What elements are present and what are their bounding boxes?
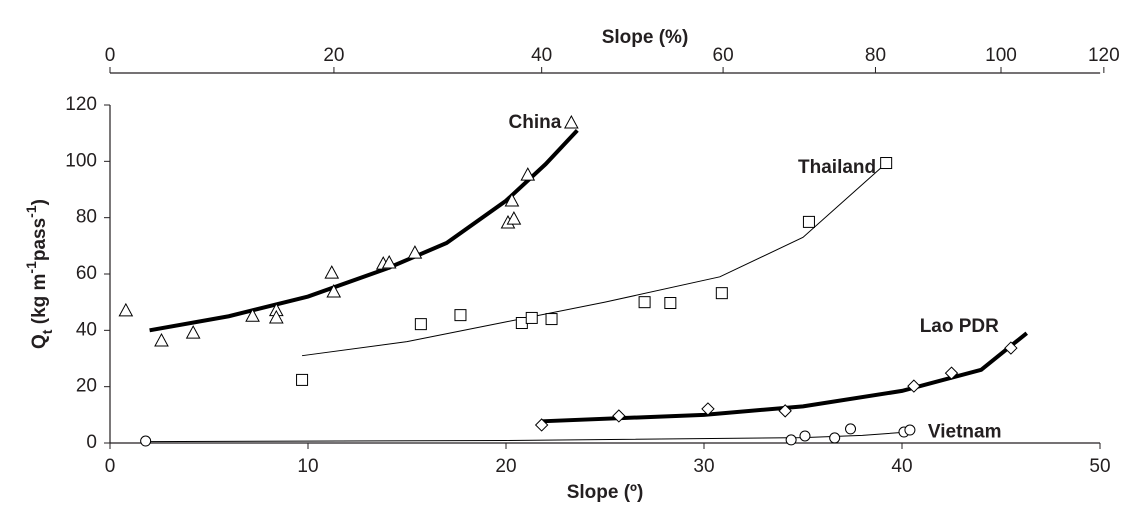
y-axis-label-part: (kg m — [29, 274, 50, 330]
data-point — [268, 309, 284, 324]
data-point — [802, 215, 815, 228]
data-point — [407, 245, 423, 259]
data-point — [545, 313, 558, 326]
fit-line — [301, 164, 885, 357]
data-point — [904, 424, 916, 436]
data-point — [944, 366, 959, 380]
x2-tick-label: 0 — [105, 45, 116, 66]
data-point — [414, 318, 427, 331]
x-axis-label: Slope (º) — [567, 482, 644, 503]
data-point — [1004, 341, 1018, 355]
y-axis-label-part: t — [39, 329, 55, 334]
x-tick-label: 0 — [105, 456, 116, 477]
data-point — [534, 418, 549, 432]
y-axis-label-part: -1 — [23, 261, 39, 274]
data-point — [525, 311, 538, 324]
series-label: Vietnam — [928, 422, 1002, 443]
y-axis-label: Qt (kg m-1pass-1) — [23, 199, 55, 349]
x2-tick-label: 120 — [1088, 45, 1120, 66]
y-axis-label-part: ) — [29, 199, 50, 205]
x2-tick-label: 40 — [531, 45, 552, 66]
data-point — [638, 296, 651, 309]
data-point — [785, 434, 797, 446]
data-point — [118, 302, 134, 317]
x-tick-label: 10 — [297, 456, 318, 477]
fit-line — [541, 331, 1028, 424]
data-point — [296, 373, 309, 386]
x-tick-label: 30 — [693, 456, 714, 477]
x-tick-label: 50 — [1089, 456, 1110, 477]
y-tick-label: 20 — [76, 376, 97, 397]
x2-tick-label: 80 — [865, 45, 886, 66]
data-point — [564, 114, 579, 129]
fit-line — [145, 431, 912, 443]
y-axis-label-part: -1 — [23, 205, 39, 218]
data-point — [504, 192, 520, 207]
data-point — [326, 283, 342, 298]
y-axis-label-part: pass — [29, 218, 50, 261]
x-tick-label: 20 — [495, 456, 516, 477]
data-point — [324, 265, 340, 279]
data-point — [612, 409, 626, 423]
x-tick-label: 40 — [891, 456, 912, 477]
data-point — [778, 404, 792, 418]
series-label: Lao PDR — [920, 316, 999, 337]
data-point — [515, 317, 528, 330]
x2-tick-label: 20 — [323, 45, 344, 66]
y-tick-label: 100 — [65, 150, 97, 171]
x2-axis-label: Slope (%) — [602, 27, 689, 48]
y-axis-label-part: Q — [29, 334, 50, 349]
y-tick-label: 120 — [65, 94, 97, 115]
data-point — [664, 297, 677, 310]
x2-tick-label: 60 — [713, 45, 734, 66]
y-tick-label: 0 — [86, 432, 97, 453]
data-point — [140, 435, 152, 447]
data-point — [701, 402, 715, 416]
data-point — [907, 379, 921, 393]
data-point — [185, 325, 201, 339]
y-tick-label: 40 — [76, 319, 97, 340]
data-point — [799, 430, 811, 442]
series-label: Thailand — [798, 157, 876, 178]
data-point — [845, 423, 857, 435]
series-label: China — [509, 112, 562, 133]
data-point — [880, 157, 893, 170]
data-point — [715, 287, 728, 300]
data-point — [829, 432, 841, 444]
data-point — [154, 332, 169, 347]
data-point — [520, 167, 536, 181]
y-tick-label: 80 — [76, 207, 97, 228]
data-point — [381, 254, 397, 269]
data-point — [245, 308, 260, 322]
data-point — [454, 309, 467, 322]
y-tick-label: 60 — [76, 263, 97, 284]
data-point — [506, 211, 522, 225]
fit-line — [149, 128, 579, 333]
x2-tick-label: 100 — [985, 45, 1017, 66]
